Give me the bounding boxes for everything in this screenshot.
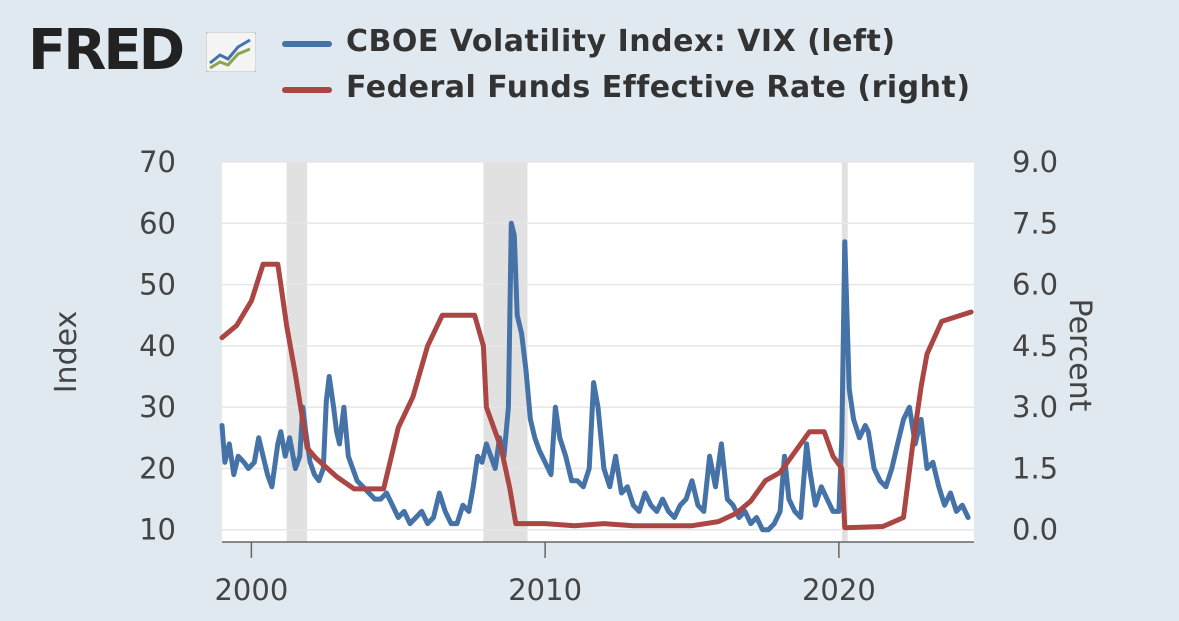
y-right-tick-label: 0.0 [1012,513,1058,547]
y-axis-right-title: Percent [1062,299,1097,412]
chart-header: FRED CBOE Volatility Index: VIX (left) F… [0,0,1179,120]
fred-logo: FRED [28,18,185,83]
axes: 10 20 30 40 50 60 70 0.0 1.5 3.0 4.5 6.0 7.5 9.0 2000 2… [139,145,1058,607]
y-right-tick-label: 9.0 [1012,145,1058,179]
plot-background [222,162,974,542]
y-right-tick-label: 3.0 [1012,390,1058,424]
recession-band [483,162,528,542]
series-lines [219,220,974,533]
y-left-tick-label: 30 [139,390,176,424]
series-line-vix [219,220,971,533]
y-right-tick-label: 1.5 [1012,451,1058,485]
fred-logo-graph-icon [206,32,256,72]
y-axis-left-title: Index [49,311,84,394]
y-left-tick-label: 60 [139,206,176,240]
y-right-tick-label: 7.5 [1012,206,1058,240]
series-line-fed-funds [219,261,974,531]
legend-label-vix: CBOE Volatility Index: VIX (left) [346,24,896,59]
gridlines [222,161,974,531]
y-right-tick-label: 4.5 [1012,329,1058,363]
x-tick-label: 2020 [802,573,876,607]
y-left-tick-label: 10 [139,513,176,547]
x-tick-label: 2000 [214,573,288,607]
y-left-tick-label: 40 [139,329,176,363]
x-tick-label: 2010 [508,573,582,607]
y-left-tick-label: 50 [139,268,176,302]
legend-swatch-vix [282,41,332,47]
y-left-tick-label: 70 [139,145,176,179]
y-left-tick-label: 20 [139,451,176,485]
legend-label-fed-funds: Federal Funds Effective Rate (right) [346,70,971,105]
y-right-tick-label: 6.0 [1012,268,1058,302]
legend-swatch-fed-funds [282,87,332,93]
